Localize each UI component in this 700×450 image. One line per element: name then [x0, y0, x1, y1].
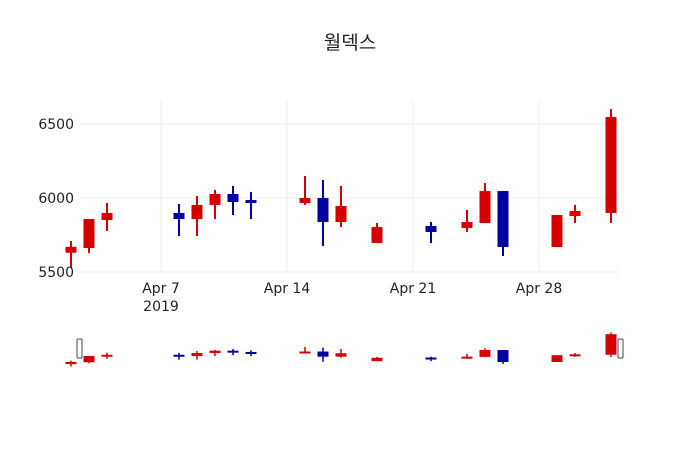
- candle[interactable]: [227, 186, 239, 216]
- candle[interactable]: [65, 240, 77, 269]
- candle[interactable]: [299, 175, 311, 205]
- slider-candle: [245, 350, 257, 357]
- x-tick-label: Apr 14: [264, 281, 311, 297]
- slider-candle: [173, 352, 185, 360]
- x-tick-label: Apr 7: [142, 281, 180, 297]
- slider-candle: [605, 332, 617, 357]
- slider-candle: [101, 352, 113, 359]
- range-slider[interactable]: [65, 332, 624, 367]
- slider-candle: [191, 351, 203, 360]
- x-tick-label: Apr 21: [390, 281, 436, 297]
- y-tick-label: 5500: [38, 265, 74, 281]
- range-slider-candles: [65, 332, 617, 367]
- slider-candle: [299, 346, 311, 354]
- candles[interactable]: [65, 109, 617, 269]
- candle[interactable]: [461, 209, 473, 233]
- candle[interactable]: [209, 190, 221, 220]
- slider-candle: [569, 353, 581, 357]
- candle[interactable]: [371, 223, 383, 243]
- slider-candle: [83, 356, 95, 364]
- gridlines: [80, 100, 620, 273]
- y-axis: 5500 6000 6500: [38, 117, 74, 281]
- candle[interactable]: [605, 109, 617, 224]
- slider-candle: [371, 356, 383, 362]
- y-tick-label: 6500: [38, 117, 74, 133]
- y-tick-label: 6000: [38, 191, 74, 207]
- candle[interactable]: [173, 204, 185, 237]
- slider-candle: [479, 348, 491, 357]
- slider-candle: [317, 347, 329, 362]
- x-tick-year-label: 2019: [143, 299, 179, 315]
- candle[interactable]: [317, 179, 329, 246]
- slider-candle: [209, 349, 221, 357]
- slider-candle: [335, 348, 347, 358]
- slider-candle: [497, 350, 509, 364]
- chart-title: 월덱스: [323, 32, 377, 54]
- candle[interactable]: [101, 203, 113, 232]
- candle[interactable]: [569, 204, 581, 224]
- slider-candle: [461, 354, 473, 359]
- slider-candle: [65, 360, 77, 367]
- x-axis: Apr 7 2019 Apr 14 Apr 21 Apr 28: [142, 281, 562, 315]
- candle[interactable]: [245, 191, 257, 220]
- slider-candle: [551, 355, 563, 363]
- candle[interactable]: [497, 191, 509, 257]
- candle[interactable]: [191, 195, 203, 237]
- candle[interactable]: [479, 183, 491, 224]
- range-slider-left-handle[interactable]: [76, 338, 83, 359]
- x-tick-label: Apr 28: [516, 281, 562, 297]
- candle[interactable]: [335, 186, 347, 228]
- candle[interactable]: [425, 221, 437, 243]
- range-slider-right-handle[interactable]: [617, 338, 624, 359]
- candle[interactable]: [551, 215, 563, 247]
- slider-candle: [227, 348, 239, 356]
- slider-candle: [425, 356, 437, 362]
- candle[interactable]: [83, 219, 95, 254]
